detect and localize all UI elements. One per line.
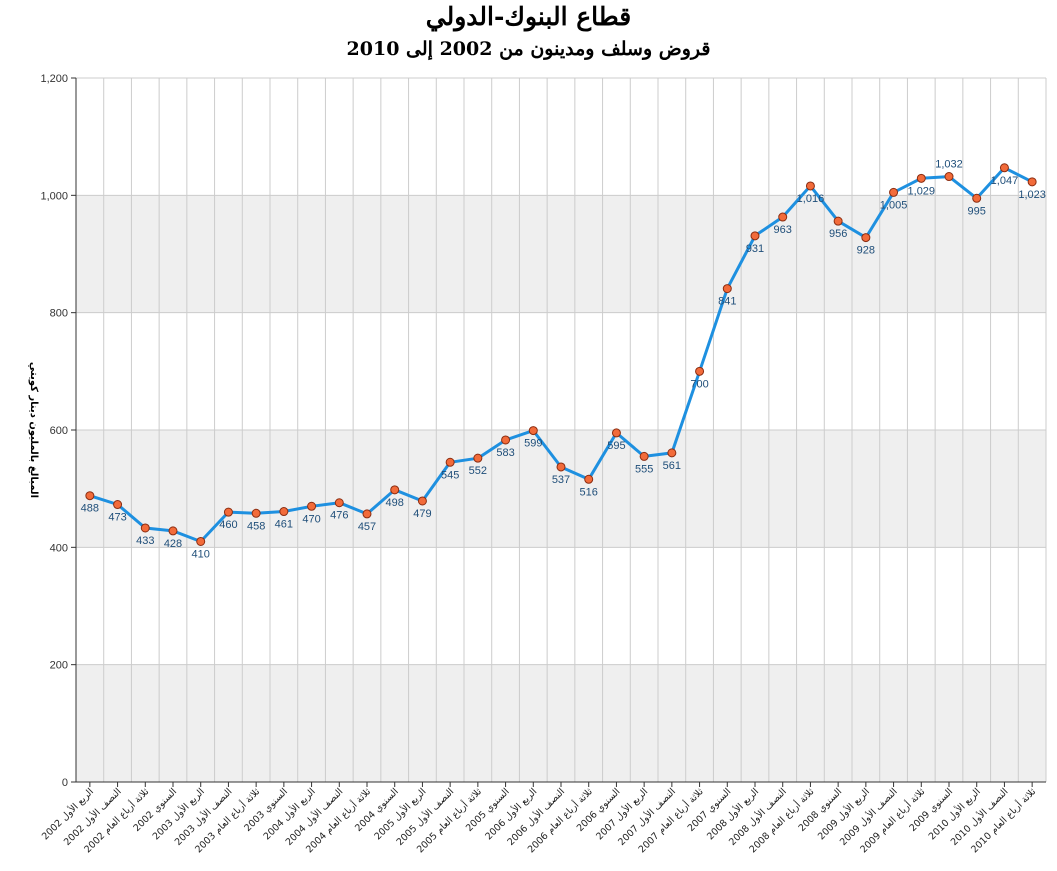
data-label: 956 xyxy=(829,228,847,240)
data-point xyxy=(916,173,926,183)
data-label: 410 xyxy=(192,548,210,560)
data-point xyxy=(196,536,206,546)
y-tick-label: 800 xyxy=(50,308,68,320)
data-label: 599 xyxy=(524,438,542,450)
data-point xyxy=(140,523,150,533)
data-point xyxy=(861,233,871,243)
data-point xyxy=(390,485,400,495)
data-label: 516 xyxy=(580,486,598,498)
data-point xyxy=(501,435,511,445)
data-label: 995 xyxy=(968,205,986,217)
data-label: 1,032 xyxy=(935,159,963,171)
data-point xyxy=(307,501,317,511)
data-point xyxy=(695,366,705,376)
data-point xyxy=(778,212,788,222)
data-point xyxy=(805,181,815,191)
data-point xyxy=(85,491,95,501)
data-point xyxy=(972,193,982,203)
data-label: 488 xyxy=(81,503,99,515)
data-label: 963 xyxy=(774,224,792,236)
data-point xyxy=(556,462,566,472)
data-label: 1,023 xyxy=(1018,189,1046,201)
data-point xyxy=(889,187,899,197)
data-point xyxy=(639,451,649,461)
data-point xyxy=(833,216,843,226)
data-point xyxy=(944,172,954,182)
data-point xyxy=(362,509,372,519)
y-tick-label: 1,200 xyxy=(40,73,68,85)
y-tick-label: 1,000 xyxy=(40,190,68,202)
data-label: 537 xyxy=(552,474,570,486)
data-point xyxy=(1027,177,1037,187)
data-point xyxy=(113,500,123,510)
data-label: 1,016 xyxy=(797,193,825,205)
plot-band xyxy=(76,430,1046,548)
data-point xyxy=(417,496,427,506)
data-point xyxy=(999,163,1009,173)
data-point xyxy=(334,498,344,508)
plot-bands xyxy=(76,195,1046,782)
y-tick-label: 400 xyxy=(50,542,68,554)
data-labels: 488 473 433 428 410 460 458 461 470 476 457 498 479 5… xyxy=(81,159,1046,561)
data-label: 428 xyxy=(164,538,182,550)
data-label: 595 xyxy=(607,440,625,452)
y-tick-label: 600 xyxy=(50,425,68,437)
data-label: 555 xyxy=(635,463,653,475)
data-point xyxy=(584,474,594,484)
data-label: 476 xyxy=(330,510,348,522)
chart-title: قطاع البنوك-الدولي xyxy=(425,2,632,31)
data-points xyxy=(85,163,1037,546)
data-point xyxy=(473,453,483,463)
y-axis-label: المبالغ بالمليون دينار كويتي xyxy=(28,362,39,498)
data-label: 561 xyxy=(663,460,681,472)
data-point xyxy=(279,507,289,517)
plot-band xyxy=(76,664,1046,782)
data-label: 545 xyxy=(441,469,459,481)
data-label: 928 xyxy=(857,245,875,257)
plot-band xyxy=(76,195,1046,313)
data-label: 458 xyxy=(247,520,265,532)
data-point xyxy=(251,508,261,518)
data-label: 1,029 xyxy=(908,185,936,197)
data-label: 461 xyxy=(275,519,293,531)
data-label: 470 xyxy=(302,513,320,525)
data-label: 583 xyxy=(496,447,514,459)
data-label: 473 xyxy=(108,512,126,524)
data-label: 457 xyxy=(358,521,376,533)
data-label: 931 xyxy=(746,243,764,255)
data-label: 552 xyxy=(469,465,487,477)
data-label: 700 xyxy=(690,378,708,390)
data-label: 1,005 xyxy=(880,199,908,211)
data-point xyxy=(611,428,621,438)
y-tick-label: 0 xyxy=(62,777,68,789)
chart-subtitle: قروض وسلف ومدينون من 2002 إلى 2010 xyxy=(346,38,711,60)
y-axis-ticks: 0 200 400 600 800 1,000 1,200 xyxy=(40,73,76,789)
data-label: 498 xyxy=(386,497,404,509)
data-label: 841 xyxy=(718,296,736,308)
data-label: 433 xyxy=(136,535,154,547)
data-point xyxy=(528,426,538,436)
data-label: 1,047 xyxy=(991,175,1019,187)
data-point xyxy=(722,284,732,294)
data-label: 479 xyxy=(413,508,431,520)
data-point xyxy=(168,526,178,536)
data-point xyxy=(750,231,760,241)
data-point xyxy=(445,457,455,467)
data-point xyxy=(223,507,233,517)
data-point xyxy=(667,448,677,458)
data-label: 460 xyxy=(219,519,237,531)
y-tick-label: 200 xyxy=(50,660,68,672)
